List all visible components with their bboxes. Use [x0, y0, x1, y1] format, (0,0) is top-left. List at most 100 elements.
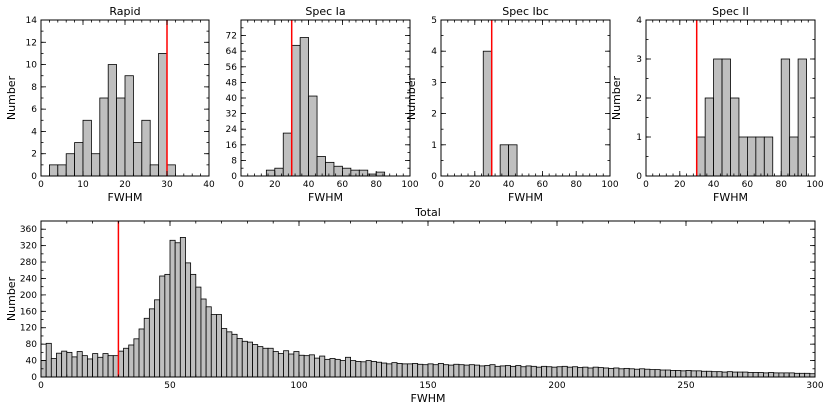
bar	[634, 368, 640, 378]
bar	[515, 365, 522, 378]
x-tick-label: 80	[570, 180, 582, 190]
y-axis-label: Number	[5, 75, 18, 120]
bar	[81, 355, 88, 378]
chart-rapid: 0 10 20 30 40 0 2 4 6 8 10 12 14 Rapid FWHM Number	[5, 5, 215, 204]
bar	[341, 167, 352, 177]
y-tick-label: 4	[636, 16, 642, 26]
bar	[587, 367, 594, 378]
bar	[535, 366, 542, 378]
bar	[50, 358, 57, 378]
chart-title: Spec II	[712, 5, 749, 18]
bar	[780, 58, 791, 177]
bar	[396, 363, 403, 378]
bar	[755, 136, 765, 177]
bar	[205, 306, 212, 378]
bar	[185, 262, 192, 378]
bar	[154, 299, 161, 378]
bar	[551, 366, 558, 378]
bar	[236, 338, 243, 378]
bar	[324, 358, 331, 378]
bar	[169, 239, 176, 378]
bar	[685, 370, 692, 378]
y-tick-label: 1	[431, 141, 437, 151]
x-tick-label: 80	[370, 180, 382, 190]
bar	[713, 58, 723, 177]
x-tick-label: 100	[290, 381, 307, 391]
bar	[241, 340, 248, 378]
bar	[804, 372, 811, 378]
bar	[489, 364, 496, 378]
bar	[716, 371, 723, 378]
x-tick-label: 40	[303, 180, 315, 190]
chart-spec_ii: 0 20 40 60 80 100 0 1 2 3 4 Spec II FWHM Number	[610, 5, 824, 204]
bar	[577, 367, 584, 378]
bar	[298, 354, 305, 378]
x-tick-label: 20	[269, 180, 281, 190]
y-tick-label: 200	[20, 291, 37, 301]
chart-spec_ia: 0 20 40 60 80 100 0 8 16 24 32 40 48 56 64 72 Spec Ia FWH…	[226, 5, 419, 204]
bar	[572, 366, 579, 378]
bar	[262, 347, 269, 378]
bar	[123, 347, 130, 378]
bar	[463, 364, 470, 378]
bar	[530, 365, 537, 378]
bar	[133, 338, 140, 378]
bar	[87, 358, 94, 378]
bar	[561, 365, 568, 378]
bar	[742, 371, 749, 378]
bar	[520, 366, 527, 378]
x-tick-label: 150	[419, 381, 436, 391]
bar	[783, 372, 790, 378]
bar	[308, 354, 315, 378]
bar	[597, 367, 604, 378]
bar	[639, 368, 646, 378]
bar	[757, 372, 764, 378]
x-tick-label: 60	[742, 180, 754, 190]
bar	[99, 97, 109, 177]
bar	[166, 164, 176, 177]
bar	[221, 328, 228, 378]
bar	[132, 142, 143, 177]
bar	[143, 317, 150, 378]
bar	[45, 342, 52, 378]
y-tick-label: 8	[231, 156, 237, 166]
bar	[308, 95, 318, 177]
x-tick-label: 300	[806, 381, 823, 391]
chart-spec_ibc: 0 20 40 60 80 100 0 1 2 3 4 5 Spec Ibc FWHM Number	[405, 5, 619, 204]
x-tick-label: 80	[775, 180, 787, 190]
bar	[333, 165, 343, 177]
bar	[56, 352, 63, 378]
x-axis-label: FWHM	[713, 191, 748, 204]
chart-title: Rapid	[109, 5, 140, 18]
bar	[102, 353, 109, 378]
bar	[339, 360, 346, 378]
y-tick-label: 12	[26, 38, 37, 48]
bar	[799, 372, 806, 378]
bar	[566, 366, 573, 378]
bar	[370, 360, 377, 378]
y-axis-label: Number	[5, 276, 18, 321]
bar	[274, 167, 284, 177]
chart-title: Spec Ia	[305, 5, 345, 18]
bar	[747, 136, 757, 177]
y-tick-label: 320	[20, 242, 37, 252]
bar	[164, 273, 171, 378]
bar	[525, 365, 532, 378]
bar	[510, 365, 517, 378]
bar	[696, 136, 706, 177]
bar	[504, 365, 511, 378]
y-tick-label: 4	[31, 127, 37, 137]
bar	[360, 361, 367, 378]
bar	[701, 370, 708, 378]
x-tick-label: 100	[401, 180, 418, 190]
bar	[65, 153, 75, 177]
bar	[675, 370, 682, 378]
bar	[267, 347, 274, 378]
x-tick-label: 0	[643, 180, 649, 190]
bar	[704, 97, 715, 177]
bar	[49, 164, 59, 177]
x-tick-label: 40	[203, 180, 215, 190]
bar	[391, 362, 398, 378]
x-tick-label: 20	[674, 180, 686, 190]
bar	[277, 353, 284, 378]
